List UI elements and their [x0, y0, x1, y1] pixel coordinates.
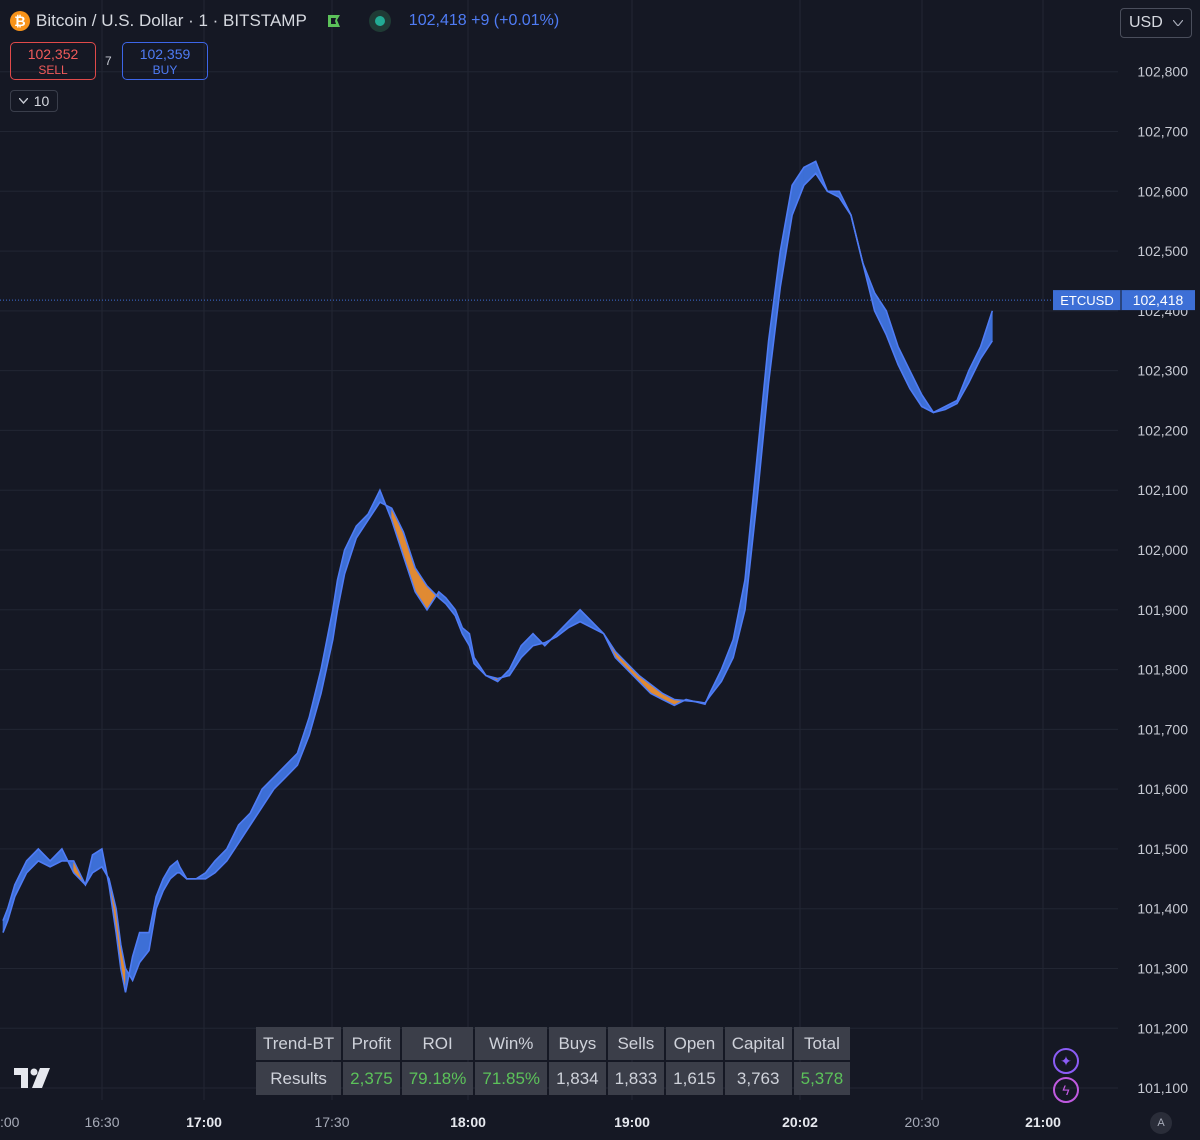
uptrend-fill — [162, 865, 171, 892]
uptrend-fill — [214, 848, 228, 874]
header-cell: Win% — [475, 1027, 548, 1060]
y-tick-label: 101,900 — [1137, 602, 1188, 618]
auto-scale-button[interactable]: A — [1150, 1112, 1172, 1134]
y-tick-label: 101,700 — [1137, 721, 1188, 737]
header-cell: Buys — [549, 1027, 606, 1060]
tradingview-logo-icon[interactable] — [14, 1068, 50, 1088]
results-value-row: Results 2,375 79.18% 71.85% 1,834 1,833 … — [256, 1062, 851, 1095]
y-tick-label: 101,800 — [1137, 662, 1188, 678]
uptrend-fill — [26, 848, 39, 874]
x-tick-label: 16:30 — [84, 1114, 119, 1130]
value-cell: 1,615 — [666, 1062, 723, 1095]
series-line-slow — [2, 172, 993, 983]
quantity-select[interactable]: 10 — [10, 90, 58, 112]
tag-symbol-bg — [1053, 290, 1121, 311]
chart-header: ₿ Bitcoin / U.S. Dollar · 1 · BITSTAMP 1… — [10, 10, 559, 32]
currency-select[interactable]: USD — [1120, 8, 1192, 38]
buy-label: BUY — [152, 63, 178, 77]
trend-fills — [2, 160, 993, 993]
header-cell: Sells — [607, 1027, 665, 1060]
header-cell: ROI — [401, 1027, 474, 1060]
chevron-down-icon — [18, 98, 28, 104]
tag-symbol: ETCUSD — [1060, 293, 1113, 308]
uptrend-fill — [139, 932, 150, 964]
y-tick-label: 102,300 — [1137, 363, 1188, 379]
y-tick-label: 101,400 — [1137, 901, 1188, 917]
spread-value: 7 — [105, 54, 112, 68]
buy-price: 102,359 — [139, 46, 191, 62]
value-cell: 3,763 — [724, 1062, 792, 1095]
header-cell: Profit — [343, 1027, 400, 1060]
series-line-fast — [2, 160, 994, 993]
x-tick-label: 20:30 — [904, 1114, 939, 1130]
y-tick-label: 102,100 — [1137, 482, 1188, 498]
value-cell: 79.18% — [401, 1062, 474, 1095]
sell-price: 102,352 — [27, 46, 79, 62]
tag-price-bg — [1121, 290, 1195, 311]
results-table: Trend-BT Profit ROI Win% Buys Sells Open… — [254, 1025, 852, 1097]
sparkle-icon[interactable]: ✦ — [1053, 1048, 1079, 1074]
header-cell: Trend-BT — [256, 1027, 342, 1060]
currency-label: USD — [1129, 14, 1163, 31]
value-cell: 1,834 — [549, 1062, 606, 1095]
y-tick-label: 102,600 — [1137, 183, 1188, 199]
uptrend-fill — [250, 788, 263, 827]
y-tick-label: 102,200 — [1137, 422, 1188, 438]
value-cell: 1,833 — [607, 1062, 665, 1095]
y-tick-label: 102,000 — [1137, 542, 1188, 558]
x-tick-label: 17:00 — [186, 1114, 222, 1130]
symbol-title[interactable]: Bitcoin / U.S. Dollar · 1 · BITSTAMP — [36, 11, 307, 30]
x-tick-label: 21:00 — [1025, 1114, 1061, 1130]
flag-icon[interactable] — [327, 14, 341, 28]
buy-button[interactable]: 102,359 BUY — [122, 42, 208, 80]
results-header-row: Trend-BT Profit ROI Win% Buys Sells Open… — [256, 1027, 851, 1060]
time-axis: :00 16:30 17:00 17:30 18:00 19:00 20:02 20:30 21… — [0, 1114, 1061, 1130]
y-tick-label: 101,200 — [1137, 1020, 1188, 1036]
value-cell: Results — [256, 1062, 342, 1095]
y-tick-label: 102,800 — [1137, 64, 1188, 80]
y-tick-label: 101,300 — [1137, 960, 1188, 976]
sell-button[interactable]: 102,352 SELL — [10, 42, 96, 80]
header-cell: Open — [666, 1027, 723, 1060]
sell-label: SELL — [38, 63, 68, 77]
uptrend-fill — [285, 752, 298, 778]
value-cell: 5,378 — [793, 1062, 851, 1095]
uptrend-fill — [273, 764, 286, 790]
x-tick-label: 18:00 — [450, 1114, 486, 1130]
x-tick-label: 20:02 — [782, 1114, 818, 1130]
value-cell: 71.85% — [475, 1062, 548, 1095]
current-price-tag: ETCUSD 102,418 — [0, 290, 1195, 311]
tag-price: 102,418 — [1133, 292, 1184, 308]
bitcoin-icon: ₿ — [10, 11, 30, 31]
y-tick-label: 101,500 — [1137, 841, 1188, 857]
last-price-value: 102,418 — [408, 12, 467, 29]
header-cell: Total — [793, 1027, 851, 1060]
uptrend-fill — [520, 632, 534, 659]
trend-lines — [2, 160, 994, 993]
price-axis: 101,100 101,200 101,300 101,400 101,500 101,6… — [1137, 64, 1188, 1096]
value-cell: 2,375 — [343, 1062, 400, 1095]
downtrend-fill — [414, 566, 428, 611]
x-tick-label: 17:30 — [314, 1114, 349, 1130]
last-price: 102,418 +9 (+0.01%) — [409, 12, 559, 30]
x-tick-label: :00 — [0, 1114, 20, 1130]
quantity-value: 10 — [33, 93, 50, 109]
lightning-icon[interactable]: ϟ — [1053, 1077, 1079, 1103]
market-open-icon — [368, 10, 391, 32]
price-change: +9 (+0.01%) — [471, 12, 560, 29]
y-tick-label: 101,600 — [1137, 781, 1188, 797]
chart-grid — [0, 0, 1118, 1100]
y-tick-label: 102,700 — [1137, 124, 1188, 140]
header-cell: Capital — [724, 1027, 792, 1060]
y-tick-label: 102,500 — [1137, 243, 1188, 259]
y-tick-label: 101,100 — [1137, 1080, 1188, 1096]
x-tick-label: 19:00 — [614, 1114, 650, 1130]
chevron-down-icon — [1173, 20, 1183, 26]
